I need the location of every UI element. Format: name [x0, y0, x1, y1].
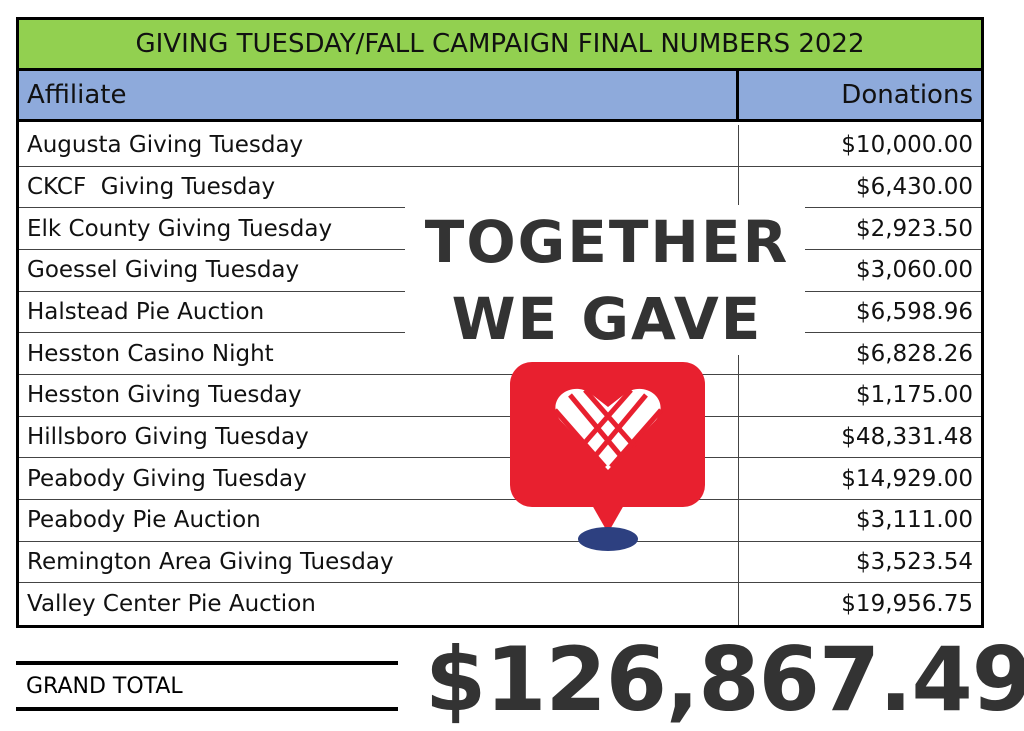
donation-cell: $19,956.75	[841, 591, 973, 618]
donation-cell: $6,828.26	[739, 333, 981, 375]
table-title: GIVING TUESDAY/FALL CAMPAIGN FINAL NUMBE…	[19, 20, 981, 71]
grand-total-label: GRAND TOTAL	[26, 674, 183, 699]
donation-cell: $3,523.54	[739, 542, 981, 584]
overlay-text: TOGETHER	[424, 208, 790, 276]
donation-cell: $14,929.00	[739, 458, 981, 500]
affiliate-cell: Hesston Giving Tuesday	[19, 375, 739, 417]
column-header: Affiliate	[19, 71, 739, 122]
affiliate-cell: Peabody Giving Tuesday	[19, 458, 739, 500]
affiliate-cell: Remington Area Giving Tuesday	[19, 541, 739, 584]
affiliate-cell: Augusta Giving Tuesday	[19, 125, 739, 167]
donation-cell: $1,175.00	[739, 375, 981, 417]
donation-cell: $10,000.00	[739, 125, 981, 167]
grand-total-value: $126,867.49	[425, 628, 1024, 731]
donation-cell: $6,430.00	[739, 167, 981, 209]
donation-cell: $48,331.48	[739, 417, 981, 459]
donation-cell: $3,060.00	[739, 250, 981, 292]
affiliate-cell: Peabody Pie Auction	[19, 500, 739, 542]
affiliate-cell: Valley Center Pie Auction	[19, 583, 739, 625]
column-header: Donations	[739, 71, 981, 122]
affiliate-cell: Goessel Giving Tuesday	[19, 250, 739, 292]
affiliate-cell: Hesston Casino Night	[19, 333, 739, 375]
overlay-text: WE GAVE	[451, 285, 763, 353]
donations-table: GIVING TUESDAY/FALL CAMPAIGN FINAL NUMBE…	[16, 17, 984, 628]
donation-cell: $2,923.50	[739, 208, 981, 250]
affiliate-cell: Hillsboro Giving Tuesday	[19, 416, 739, 459]
donation-cell: $3,111.00	[739, 500, 981, 542]
overlay-backdrop	[405, 205, 805, 355]
affiliate-cell: Elk County Giving Tuesday	[19, 208, 739, 250]
grand-total-box	[16, 661, 398, 711]
affiliate-cell: CKCF Giving Tuesday	[19, 166, 739, 209]
affiliate-cell: Halstead Pie Auction	[19, 291, 739, 334]
donation-cell: $6,598.96	[739, 292, 981, 334]
giving-tuesday-logo	[510, 362, 705, 551]
